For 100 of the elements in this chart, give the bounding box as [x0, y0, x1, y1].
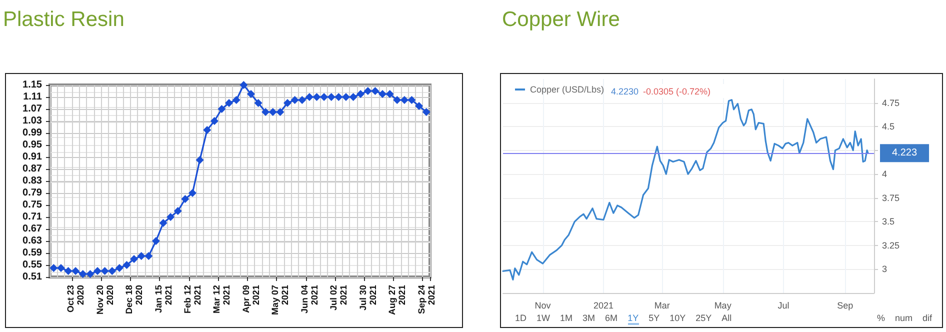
text: 25Y	[696, 313, 712, 323]
x-tick-label: May	[714, 300, 732, 310]
point	[78, 270, 87, 278]
text: 10Y	[670, 313, 686, 323]
x-tick-label: Nov	[534, 300, 552, 310]
y-tick-label: 3	[882, 264, 888, 274]
x-tick-label: Sep 24 2021	[416, 285, 436, 314]
y-tick-label: 0.83	[22, 176, 42, 186]
text: All	[722, 313, 732, 323]
text: 1M	[560, 313, 573, 323]
point	[364, 87, 372, 95]
x-tick-label: Jul 02 2021	[328, 285, 349, 311]
point	[159, 219, 168, 227]
point	[196, 156, 204, 164]
text: 1Y	[628, 313, 639, 325]
x-tick-label: Mar 12 2021	[212, 285, 232, 314]
point	[349, 93, 358, 101]
x-tick-label: Jul	[778, 300, 790, 310]
x-tick-label: Sep	[837, 300, 854, 310]
y-tick-label: 0.91	[22, 152, 42, 162]
text: dif	[922, 313, 932, 323]
legend-label: Copper (USD/Lbs)	[530, 84, 604, 94]
point	[181, 195, 190, 203]
text: 6M	[605, 313, 618, 323]
point	[240, 81, 248, 89]
x-tick-label: Jul 30 2021	[358, 285, 378, 311]
point	[284, 99, 292, 107]
y-tick-label: 0.95	[22, 140, 42, 150]
y-tick-label: 3.75	[882, 192, 900, 203]
x-tick-label: Apr 09 2021	[240, 285, 261, 314]
y-tick-label: 0.99	[22, 128, 42, 138]
y-tick-label: 1.07	[22, 104, 42, 114]
annotation: -0.0305 (-0.72%)	[643, 86, 711, 96]
point	[50, 264, 58, 272]
point	[100, 267, 109, 275]
point	[305, 93, 314, 101]
y-tick-label: 1.15	[22, 80, 42, 90]
point	[210, 117, 218, 125]
x-tick-label: Mar	[654, 300, 670, 310]
point	[122, 261, 131, 269]
x-tick-label: Jun 04 2021	[299, 285, 320, 314]
point	[276, 108, 284, 116]
point	[386, 90, 394, 98]
point	[393, 96, 402, 104]
y-tick-label: 0.71	[22, 212, 42, 222]
y-tick-label: 3.5	[882, 216, 895, 227]
point	[203, 126, 212, 134]
y-tick-label: 1.03	[22, 116, 42, 126]
y-tick-label: 0.63	[22, 236, 42, 246]
point	[225, 99, 234, 107]
point	[64, 267, 72, 275]
x-tick-label: May 07 2021	[270, 285, 290, 316]
point	[254, 99, 262, 107]
point	[94, 267, 102, 275]
point	[246, 90, 255, 98]
point	[327, 93, 336, 101]
chart-title: Copper Wire	[502, 7, 620, 33]
point	[130, 255, 138, 263]
point	[137, 252, 146, 260]
point	[144, 252, 153, 260]
point	[422, 108, 430, 116]
y-tick-label: 4.5	[882, 122, 895, 132]
point	[232, 96, 240, 104]
y-tick-label: 0.87	[22, 164, 42, 174]
point	[262, 108, 270, 116]
point	[400, 96, 408, 104]
x-tick-label: Aug 27 2021	[387, 285, 408, 316]
x-tick-label: Nov 20 2020	[94, 285, 115, 315]
text: 1D	[515, 313, 527, 323]
annotation: 4.2230	[611, 86, 639, 96]
y-tick-label: 0.55	[22, 260, 42, 270]
text: num	[894, 313, 912, 323]
point	[108, 267, 116, 275]
point	[174, 207, 182, 215]
y-tick-label: 0.67	[22, 224, 42, 234]
y-tick-label: 0.59	[22, 248, 42, 258]
x-tick-label: 2021	[593, 300, 614, 310]
point	[312, 93, 321, 101]
x-tick-label: Oct 23 2020	[66, 285, 86, 313]
point	[334, 93, 343, 101]
point	[320, 93, 328, 101]
point	[290, 96, 299, 104]
point	[356, 90, 365, 98]
point	[268, 108, 277, 116]
text: 3M	[582, 313, 596, 323]
x-tick-label: Jan 15 2021	[153, 285, 174, 314]
text: %	[876, 313, 885, 323]
point	[56, 264, 65, 272]
y-tick-label: 4	[882, 169, 888, 180]
x-tick-label: Feb 12 2021	[182, 285, 202, 314]
point	[115, 264, 124, 272]
point	[218, 105, 226, 113]
y-tick-label: 3.25	[882, 240, 900, 250]
y-tick-label: 0.79	[22, 188, 42, 198]
point	[298, 96, 306, 104]
chart-title: Plastic Resin	[3, 7, 124, 33]
point	[72, 267, 80, 275]
y-tick-label: 0.51	[22, 272, 42, 282]
point	[166, 213, 175, 221]
point	[188, 189, 196, 197]
